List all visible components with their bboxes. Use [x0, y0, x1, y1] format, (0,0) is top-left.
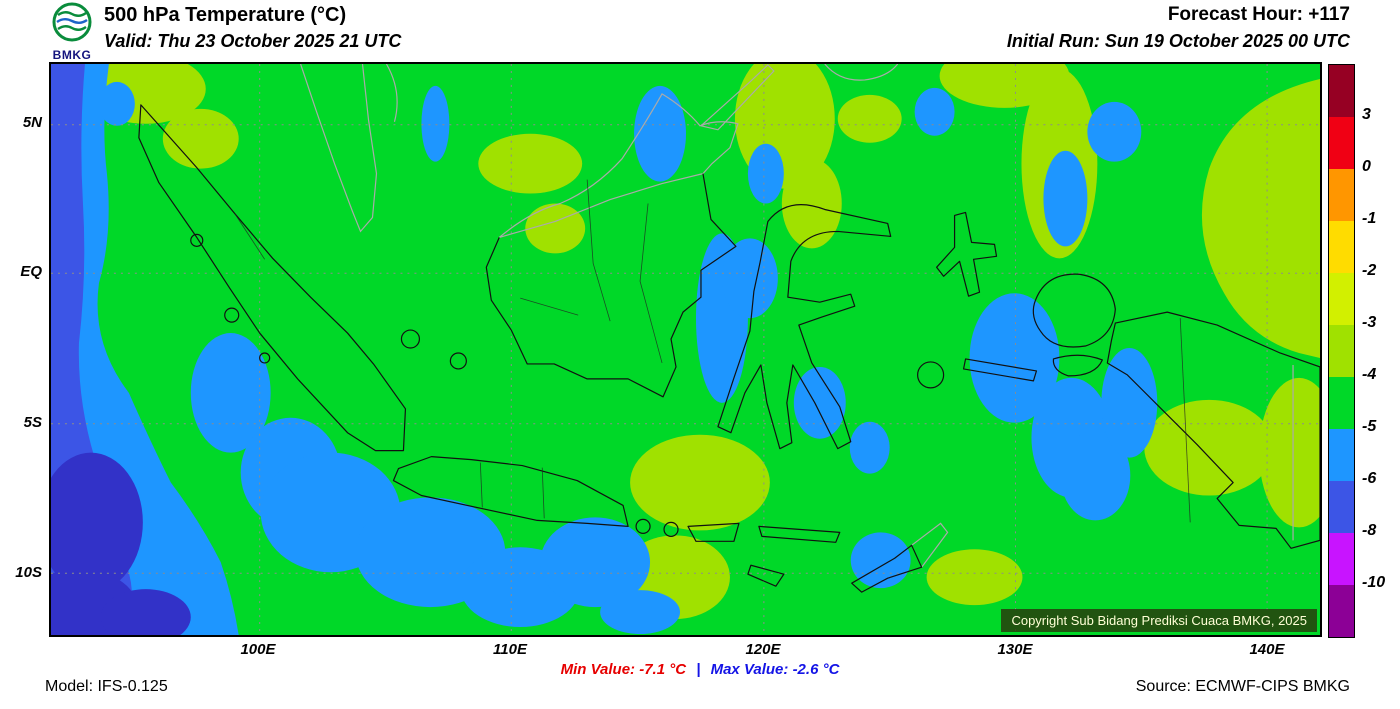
lat-label-5n: 5N — [22, 114, 42, 131]
colorbar-tick: -2 — [1362, 262, 1377, 279]
lon-label-130e: 130E — [997, 641, 1033, 658]
colorbar-segment — [1329, 585, 1354, 637]
colorbar-segment — [1329, 325, 1354, 377]
colorbar-segment — [1329, 169, 1354, 221]
coastlines — [138, 104, 1320, 593]
gridlines — [51, 64, 1320, 635]
map-frame: Copyright Sub Bidang Prediksi Cuaca BMKG… — [49, 62, 1322, 637]
colorbar-tick: -1 — [1362, 210, 1377, 227]
copyright-badge: Copyright Sub Bidang Prediksi Cuaca BMKG… — [1001, 609, 1317, 632]
max-value: Max Value: -2.6 °C — [710, 661, 840, 678]
colorbar-segment — [1329, 481, 1354, 533]
colorbar-segment — [1329, 273, 1354, 325]
colorbar-segment — [1329, 429, 1354, 481]
page-title: 500 hPa Temperature (°C) — [104, 4, 347, 26]
colorbar-tick: -4 — [1362, 366, 1377, 383]
neighbor-coastlines — [300, 64, 1294, 568]
lon-label-140e: 140E — [1249, 641, 1285, 658]
lat-label-eq: EQ — [20, 263, 42, 280]
colorbar-segment — [1329, 533, 1354, 585]
colorbar-tick: -6 — [1362, 470, 1377, 487]
colorbar-segment — [1329, 65, 1354, 117]
model-label: Model: IFS-0.125 — [45, 678, 168, 695]
lon-label-110e: 110E — [493, 641, 527, 658]
colorbar-tick: 0 — [1362, 158, 1371, 175]
colorbar-segment — [1329, 221, 1354, 273]
colorbar-segment — [1329, 117, 1354, 169]
valid-time: Valid: Thu 23 October 2025 21 UTC — [104, 31, 402, 51]
minmax-line: Min Value: -7.1 °C | Max Value: -2.6 °C — [0, 661, 1400, 678]
logo-waves-icon — [52, 2, 92, 42]
temperature-field — [51, 64, 1320, 635]
colorbar-tick: -10 — [1362, 574, 1386, 591]
source-label: Source: ECMWF-CIPS BMKG — [1135, 678, 1350, 695]
lat-label-10s: 10S — [15, 564, 42, 581]
colorbar — [1328, 64, 1355, 638]
logo-label: BMKG — [52, 48, 92, 62]
lat-label-5s: 5S — [23, 414, 42, 431]
province-borders — [234, 179, 1191, 523]
colorbar-segment — [1329, 377, 1354, 429]
minmax-separator: | — [696, 661, 701, 678]
bmkg-logo: BMKG — [44, 1, 100, 62]
colorbar-tick: -5 — [1362, 418, 1377, 435]
indonesia-map — [51, 64, 1320, 635]
colorbar-tick: 3 — [1362, 106, 1371, 123]
lon-label-100e: 100E — [240, 641, 276, 658]
min-value: Min Value: -7.1 °C — [560, 661, 687, 678]
colorbar-tick: -3 — [1362, 314, 1377, 331]
initial-run: Initial Run: Sun 19 October 2025 00 UTC — [1006, 31, 1350, 51]
colorbar-tick: -8 — [1362, 522, 1377, 539]
forecast-hour: Forecast Hour: +117 — [1167, 4, 1350, 25]
lon-label-120e: 120E — [745, 641, 781, 658]
